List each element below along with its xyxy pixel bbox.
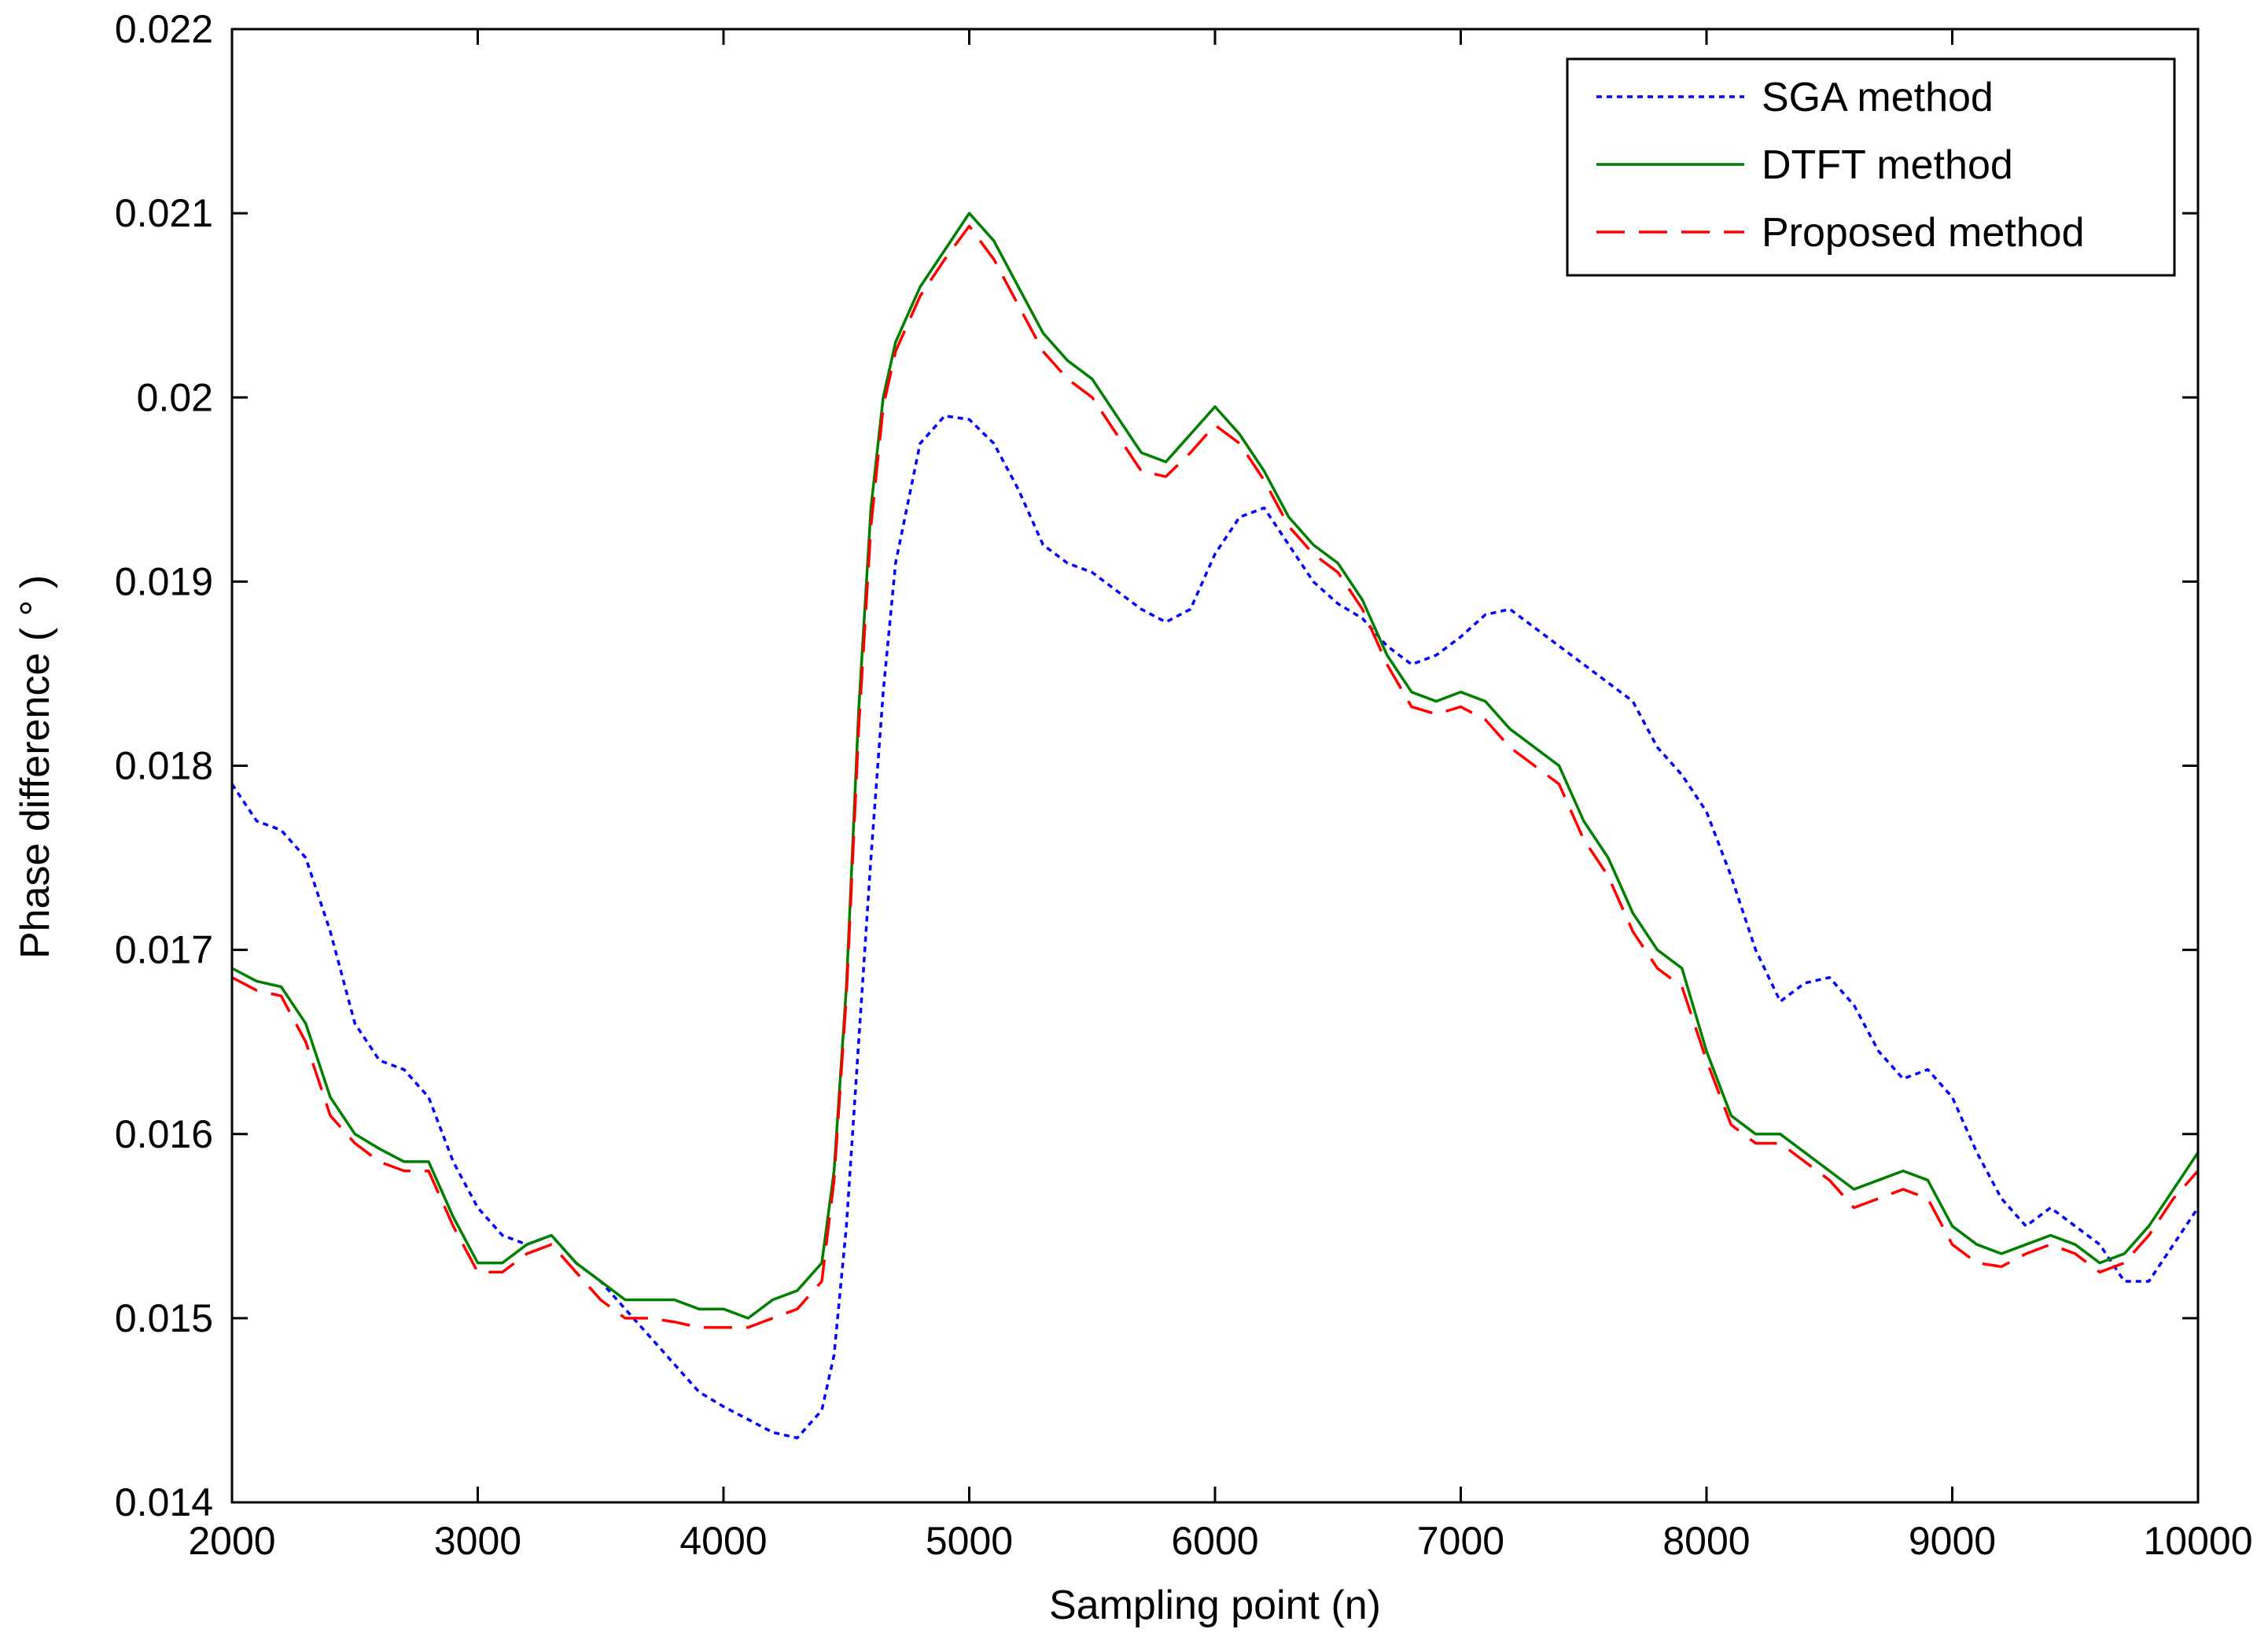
legend-box [1566, 57, 2176, 277]
y-tick-label: 0.019 [115, 559, 213, 603]
x-axis-title: Sampling point (n) [1049, 1583, 1381, 1628]
series-line-1 [231, 212, 2200, 1320]
legend-label-0: SGA method [1762, 75, 1994, 120]
legend-label-2: Proposed method [1762, 210, 2085, 256]
y-tick-label: 0.018 [115, 744, 213, 788]
y-tick-label: 0.015 [115, 1296, 213, 1340]
tick-label-layer: 2000 3000 4000 5000 6000 7000 8000 9000 10000 0.0… [115, 7, 2253, 1563]
y-tick-label: 0.022 [115, 7, 213, 51]
series-line-2 [231, 224, 2200, 1329]
x-tick-label: 7000 [1417, 1519, 1504, 1563]
y-tick-label: 0.016 [115, 1112, 213, 1156]
x-tick-label: 6000 [1171, 1519, 1258, 1563]
x-tick-label: 8000 [1662, 1519, 1750, 1563]
legend: SGA method DTFT method Proposed method [1566, 57, 2176, 277]
x-tick-label: 10000 [2143, 1519, 2252, 1563]
x-tick-label: 9000 [1909, 1519, 1996, 1563]
y-tick-label: 0.02 [137, 375, 213, 419]
series-line-0 [230, 414, 2200, 1439]
series-layer [230, 212, 2200, 1439]
y-axis-title: Phase difference ( ° ) [13, 575, 58, 959]
y-tick-label: 0.017 [115, 928, 213, 972]
x-tick-label: 4000 [679, 1519, 767, 1563]
x-tick-label: 2000 [188, 1519, 275, 1563]
y-tick-label: 0.014 [115, 1480, 213, 1524]
y-tick-label: 0.021 [115, 191, 213, 235]
x-tick-label: 5000 [926, 1519, 1013, 1563]
tick-layer [230, 28, 2200, 1504]
legend-label-1: DTFT method [1762, 142, 2013, 188]
x-tick-label: 3000 [434, 1519, 521, 1563]
legend-items: SGA method DTFT method Proposed method [1596, 75, 2085, 256]
